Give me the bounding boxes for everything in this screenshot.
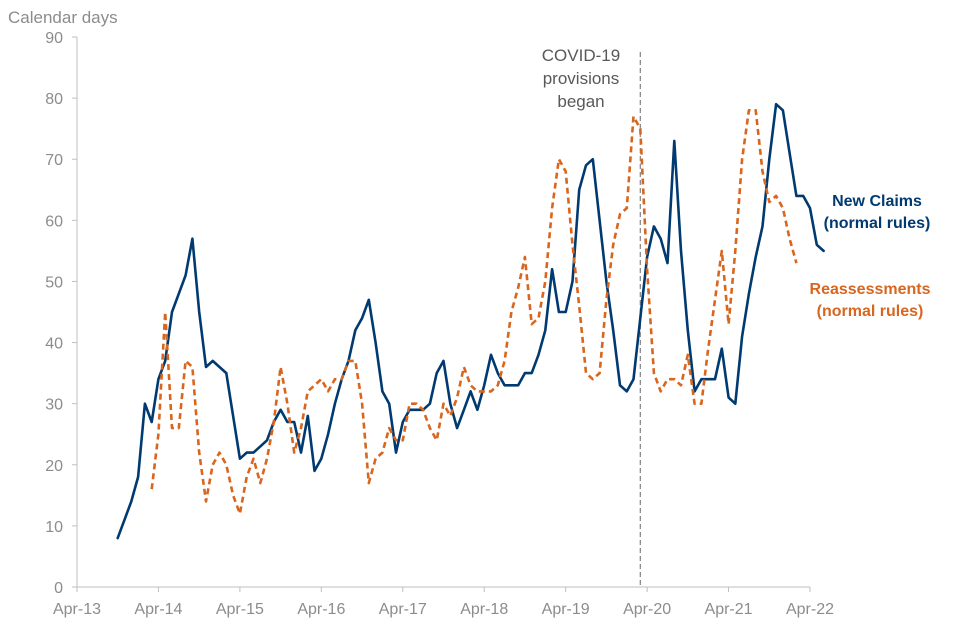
y-tick-label: 80 — [45, 91, 63, 108]
annotation-text: provisions — [543, 69, 620, 88]
y-axis-ticks: 0 10 20 30 40 50 60 70 80 90 — [45, 30, 78, 597]
x-tick-label: Apr-21 — [705, 601, 753, 618]
x-tick-label: Apr-19 — [542, 601, 590, 618]
y-tick-label: 50 — [45, 274, 63, 291]
x-tick-label: Apr-15 — [216, 601, 264, 618]
reassessments-label: (normal rules) — [817, 303, 924, 320]
x-tick-label: Apr-14 — [134, 601, 182, 618]
x-tick-label: Apr-22 — [786, 601, 834, 618]
reassessments-label: Reassessments — [810, 281, 931, 298]
y-tick-label: 60 — [45, 213, 63, 230]
x-tick-label: Apr-20 — [623, 601, 671, 618]
y-tick-label: 10 — [45, 519, 63, 536]
annotation-text: COVID-19 — [542, 46, 620, 65]
x-tick-label: Apr-13 — [53, 601, 101, 618]
series-lines — [116, 102, 825, 540]
y-tick-label: 90 — [45, 30, 63, 47]
x-tick-label: Apr-17 — [379, 601, 427, 618]
covid-annotation: COVID-19 provisions began — [542, 46, 641, 587]
new-claims-label: New Claims — [832, 193, 922, 210]
reassessments-series-line — [150, 109, 798, 516]
y-tick-label: 30 — [45, 397, 63, 414]
annotation-text: began — [557, 92, 604, 111]
x-tick-label: Apr-18 — [460, 601, 508, 618]
series-labels: New Claims (normal rules) Reassessments (no… — [810, 193, 931, 320]
y-tick-label: 0 — [54, 580, 63, 597]
x-axis: Apr-13 Apr-14 Apr-15 Apr-16 Apr-17 Apr-18 Apr-… — [53, 586, 834, 618]
y-axis-label: Calendar days — [8, 8, 118, 27]
x-tick-label: Apr-16 — [297, 601, 345, 618]
y-tick-label: 40 — [45, 336, 63, 353]
new-claims-series-line — [116, 102, 825, 540]
new-claims-label: (normal rules) — [824, 215, 931, 232]
y-tick-label: 20 — [45, 458, 63, 475]
y-tick-label: 70 — [45, 152, 63, 169]
